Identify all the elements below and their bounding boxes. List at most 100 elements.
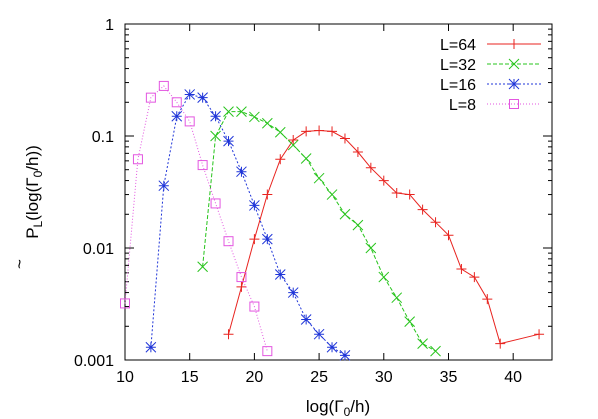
data-point — [417, 338, 428, 349]
legend-entry: L=16 — [440, 77, 541, 94]
data-point — [339, 208, 351, 220]
data-point — [145, 341, 157, 353]
data-point — [430, 345, 441, 357]
data-point — [430, 217, 441, 228]
plot-area — [124, 23, 553, 361]
data-point — [326, 341, 338, 353]
series-line — [228, 129, 540, 345]
data-point — [443, 230, 454, 241]
data-point — [210, 110, 221, 122]
data-point — [236, 106, 247, 117]
data-point — [262, 189, 273, 200]
data-point — [184, 89, 196, 100]
data-point — [197, 160, 208, 171]
data-point — [223, 236, 234, 247]
data-point — [223, 135, 234, 147]
x-tick-label: 35 — [440, 369, 458, 386]
series-l-8 — [120, 80, 273, 357]
legend-label: L=16 — [440, 77, 476, 94]
data-point — [365, 242, 377, 254]
data-point — [495, 338, 506, 349]
series-l-64 — [223, 125, 545, 349]
data-point — [509, 99, 519, 109]
y-tick-label: 0.001 — [74, 353, 114, 370]
data-point — [508, 58, 520, 70]
data-point — [339, 133, 350, 144]
data-point — [287, 287, 299, 298]
data-point — [223, 329, 234, 340]
data-point — [417, 204, 428, 215]
plot-frame — [124, 23, 553, 361]
data-point — [262, 346, 273, 357]
data-point — [210, 198, 221, 209]
data-point — [300, 153, 312, 164]
data-point — [274, 269, 286, 280]
data-point — [508, 78, 520, 90]
legend-entry: L=8 — [449, 97, 541, 114]
y-tick-label: 0.01 — [83, 241, 114, 258]
data-point — [145, 92, 156, 103]
data-point — [275, 154, 286, 165]
series-l-32 — [197, 106, 441, 357]
data-point — [261, 117, 273, 129]
data-point — [391, 292, 403, 304]
data-point — [158, 180, 170, 192]
data-point — [509, 39, 519, 49]
data-point — [249, 111, 260, 123]
data-point — [184, 116, 195, 127]
data-point — [482, 294, 493, 305]
data-point — [313, 172, 325, 184]
x-tick-label: 20 — [245, 369, 263, 386]
x-tick-label: 10 — [116, 369, 134, 386]
data-point — [236, 272, 247, 283]
legend-label: L=64 — [440, 37, 476, 54]
data-point — [301, 126, 312, 137]
series-line — [150, 93, 346, 356]
axis-ticks: 10 15 20 25 30 35 40 1 0.1 0.01 0.001 — [74, 17, 552, 386]
data-point — [313, 328, 325, 340]
data-point — [249, 234, 260, 245]
x-tick-label: 40 — [504, 369, 522, 386]
data-point — [120, 298, 130, 309]
data-point — [378, 175, 389, 186]
data-point — [158, 80, 169, 91]
legend-entry: L=32 — [440, 57, 541, 74]
data-point — [171, 97, 182, 108]
legend-label: L=8 — [449, 97, 476, 114]
x-tick-label: 15 — [181, 369, 199, 386]
y-axis-title-tilde: ~ — [10, 259, 29, 269]
data-point — [352, 219, 364, 231]
data-point — [327, 126, 338, 137]
data-point — [534, 329, 545, 340]
svg-text:PL(log(Γ0/h)): PL(log(Γ0/h)) — [23, 145, 45, 239]
data-point — [249, 200, 260, 211]
series-line — [202, 111, 436, 352]
data-point — [197, 261, 208, 273]
data-point — [404, 189, 415, 200]
legend-label: L=32 — [440, 57, 476, 74]
data-point — [236, 281, 247, 292]
data-point — [274, 126, 286, 138]
data-point — [210, 130, 221, 142]
y-tick-label: 0.1 — [92, 129, 114, 146]
data-point — [249, 301, 260, 312]
data-point — [352, 146, 363, 157]
data-point — [171, 110, 183, 122]
data-point — [365, 162, 376, 173]
x-tick-label: 30 — [375, 369, 393, 386]
series-line — [124, 85, 268, 352]
data-point — [261, 233, 273, 245]
data-point — [223, 106, 234, 117]
data-point — [288, 135, 299, 146]
data-point — [132, 154, 143, 165]
data-point — [469, 272, 480, 283]
series-l-16 — [145, 89, 351, 361]
data-point — [339, 350, 351, 361]
data-point — [300, 314, 312, 325]
data-point — [287, 139, 299, 151]
legend-entry: L=64 — [440, 37, 541, 54]
y-tick-label: 1 — [105, 17, 114, 34]
legend: L=64 L=32 L=16 L=8 — [440, 37, 541, 114]
data-point — [404, 316, 416, 328]
series-layer — [120, 80, 545, 361]
